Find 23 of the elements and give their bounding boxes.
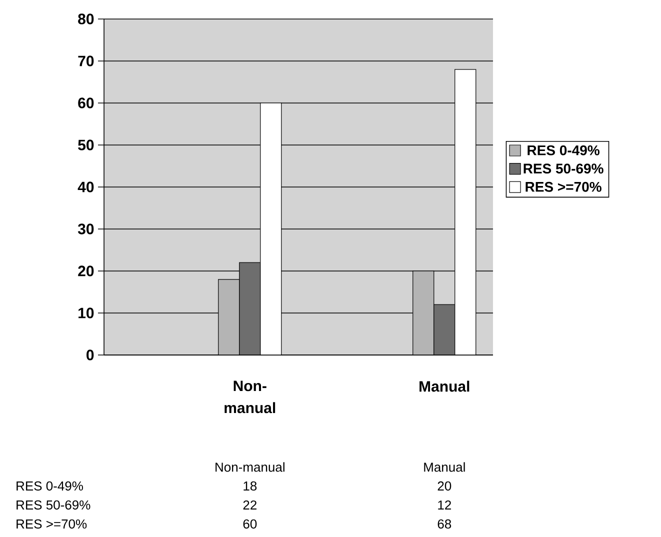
y-tick-label: 80 [78,14,94,24]
y-tick-label: 70 [78,56,94,66]
y-tick-label: 0 [86,350,94,360]
y-tick-label: 60 [78,98,94,108]
text: RES >=70% [16,519,87,529]
y-tick-label: 50 [78,140,94,150]
category-label: Non-manual [216,462,284,472]
text: RES 0-49% [16,481,83,491]
y-tick-label: 20 [78,266,94,276]
y-tick-label: 40 [78,182,94,192]
legend-label: RES 0-49% [528,145,600,156]
y-tick-label: 30 [78,224,94,234]
data-label: 18 [244,481,257,491]
data-label: 20 [438,481,452,491]
data-label: 68 [438,519,452,529]
data-label: 22 [243,500,256,510]
data-label: 12 [438,500,451,510]
category-label: Manual [424,462,465,472]
legend-label: RES 50-69% [524,164,604,174]
text: RES 50-69% [16,500,90,510]
y-tick-label: 10 [78,308,94,318]
legend-label: RES >=70% [526,182,602,192]
data-label: 60 [243,519,257,529]
